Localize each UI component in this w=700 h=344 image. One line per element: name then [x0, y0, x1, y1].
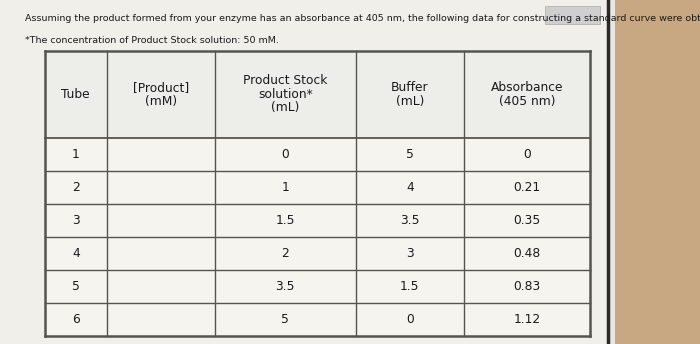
Bar [0, 0, 608, 344]
Text: (mL): (mL) [271, 101, 300, 115]
Text: 0.48: 0.48 [513, 247, 540, 260]
Text: 5: 5 [281, 313, 289, 326]
Text: Assuming the product formed from your enzyme has an absorbance at 405 nm, the fo: Assuming the product formed from your en… [25, 14, 700, 23]
Text: 0.21: 0.21 [513, 181, 540, 194]
Text: 3.5: 3.5 [400, 214, 419, 227]
Bar [45, 51, 590, 336]
Text: 1: 1 [281, 181, 289, 194]
Text: Product Stock: Product Stock [243, 74, 328, 87]
Text: Absorbance: Absorbance [491, 81, 564, 94]
Text: 0: 0 [281, 148, 289, 161]
Text: 4: 4 [72, 247, 80, 260]
Text: (mM): (mM) [145, 95, 177, 108]
Text: 3: 3 [72, 214, 80, 227]
Text: Buffer: Buffer [391, 81, 428, 94]
Text: [Product]: [Product] [132, 81, 189, 94]
Text: 2: 2 [281, 247, 289, 260]
Text: 1.12: 1.12 [513, 313, 540, 326]
Text: 1: 1 [72, 148, 80, 161]
Text: 4: 4 [406, 181, 414, 194]
Text: 1.5: 1.5 [276, 214, 295, 227]
Text: 3: 3 [406, 247, 414, 260]
Text: 2: 2 [72, 181, 80, 194]
Text: 1.5: 1.5 [400, 280, 419, 293]
Text: 3.5: 3.5 [276, 280, 295, 293]
Text: 6: 6 [72, 313, 80, 326]
Text: *The concentration of Product Stock solution: 50 mM.: *The concentration of Product Stock solu… [25, 36, 279, 45]
Text: 0: 0 [406, 313, 414, 326]
Bar [545, 6, 600, 24]
Bar [615, 0, 700, 344]
Text: (mL): (mL) [395, 95, 424, 108]
Text: 0.83: 0.83 [513, 280, 540, 293]
Text: solution*: solution* [258, 88, 313, 101]
Bar [45, 51, 590, 138]
Text: 5: 5 [406, 148, 414, 161]
Text: 0.35: 0.35 [513, 214, 540, 227]
Text: 0: 0 [523, 148, 531, 161]
Text: (405 nm): (405 nm) [499, 95, 555, 108]
Text: 5: 5 [72, 280, 80, 293]
Text: Tube: Tube [62, 88, 90, 101]
